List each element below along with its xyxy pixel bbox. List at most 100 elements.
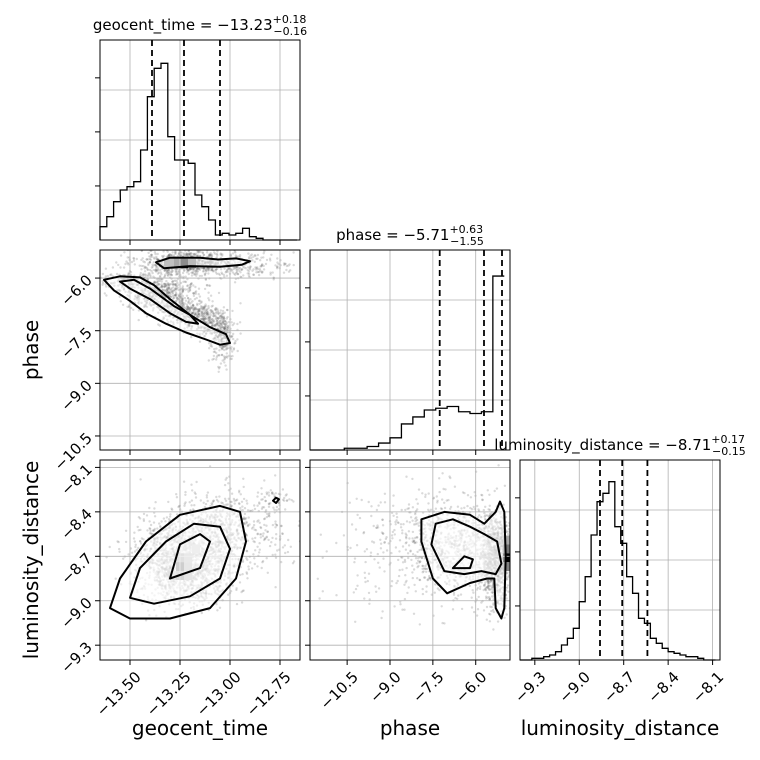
joint-geocent_time-phase-point-732 [285,264,289,268]
joint-geocent_time-phase-point-888 [275,267,279,270]
joint-geocent_time-phase-point-1855 [200,313,204,316]
joint-geocent_time-phase-point-319 [126,256,129,259]
joint-geocent_time-phase-point-336 [180,253,183,257]
joint-geocent_time-phase-point-2291 [224,344,227,347]
joint-geocent_time-phase-point-754 [246,266,250,269]
joint-geocent_time-luminosity_distance-point-882 [124,540,128,544]
joint-geocent_time-phase-point-751 [262,252,265,255]
joint-geocent_time-luminosity_distance-point-2310 [263,495,266,499]
joint-geocent_time-phase-point-2062 [216,318,219,321]
joint-geocent_time-phase-point-56 [229,255,233,258]
joint-geocent_time-phase-point-1417 [186,296,190,300]
joint-geocent_time-phase-point-1872 [189,310,192,313]
joint-geocent_time-luminosity_distance-point-2328 [285,493,288,496]
joint-geocent_time-phase-point-1941 [203,305,206,308]
joint-geocent_time-luminosity_distance-point-1931 [264,509,268,512]
joint-geocent_time-luminosity_distance-point-2013 [273,508,276,511]
joint-geocent_time-phase-point-479 [192,268,196,271]
joint-geocent_time-phase-point-954 [174,283,177,286]
joint-geocent_time-phase-point-2184 [218,354,221,357]
joint-geocent_time-phase-point-680 [145,266,148,270]
joint-geocent_time-phase-point-973 [132,286,135,289]
joint-geocent_time-phase-point-333 [167,254,170,257]
joint-geocent_time-phase-point-1110 [126,273,130,276]
joint-geocent_time-phase-point-2206 [219,362,223,365]
joint-geocent_time-phase-point-663 [163,269,166,272]
joint-geocent_time-phase-point-1452 [134,294,137,297]
joint-geocent_time-phase-point-1706 [198,295,202,298]
joint-geocent_time-phase-point-690 [174,251,177,254]
joint-geocent_time-phase-point-215 [219,253,222,256]
joint-geocent_time-phase-point-727 [322,263,324,265]
joint-geocent_time-phase-point-891 [274,264,277,267]
joint-geocent_time-phase-point-1936 [171,316,175,319]
joint-geocent_time-phase-point-2127 [212,319,215,322]
joint-geocent_time-luminosity_distance-point-1966 [237,502,241,505]
joint-geocent_time-phase-point-1701 [215,311,218,314]
joint-geocent_time-phase-point-759 [251,269,254,272]
joint-geocent_time-luminosity_distance-point-1133 [140,537,144,540]
joint-geocent_time-phase-point-581 [185,271,189,274]
joint-geocent_time-luminosity_distance-point-2298 [246,502,249,505]
joint-geocent_time-phase-point-1294 [137,286,140,289]
joint-geocent_time-phase-point-2198 [220,346,223,349]
joint-geocent_time-phase-point-2150 [216,335,219,339]
joint-geocent_time-phase-point-230 [151,265,154,268]
joint-geocent_time-phase-point-396 [155,258,159,262]
joint-geocent_time-phase-point-2232 [215,331,218,335]
joint-geocent_time-phase-point-852 [259,269,262,272]
joint-geocent_time-phase-point-53 [149,268,152,272]
joint-geocent_time-phase-point-769 [243,266,246,269]
joint-geocent_time-phase-point-881 [215,272,219,275]
joint-geocent_time-phase-point-2023 [221,321,224,324]
joint-geocent_time-phase-point-651 [187,252,190,256]
joint-geocent_time-phase-point-1828 [221,312,224,315]
joint-geocent_time-phase-point-710 [289,269,292,272]
joint-geocent_time-phase-point-2122 [211,331,214,334]
joint-geocent_time-phase-point-1890 [190,307,193,310]
joint-geocent_time-phase-point-2209 [224,327,227,331]
joint-geocent_time-phase-point-968 [153,281,157,284]
joint-geocent_time-phase-point-1308 [174,283,177,286]
joint-geocent_time-phase-point-893 [225,269,229,272]
joint-geocent_time-phase-point-235 [130,260,134,264]
joint-geocent_time-phase-point-1287 [180,301,184,304]
joint-geocent_time-luminosity_distance-point-1634 [189,508,192,512]
joint-geocent_time-phase-point-1989 [221,316,224,320]
joint-geocent_time-phase-point-660 [221,253,224,256]
joint-geocent_time-phase-point-1582 [121,303,125,306]
joint-geocent_time-phase-point-1398 [180,299,184,302]
joint-geocent_time-phase-point-2204 [207,359,210,362]
joint-geocent_time-luminosity_distance-point-2299 [233,499,236,502]
joint-geocent_time-phase-point-1871 [197,313,201,316]
joint-geocent_time-phase-point-1882 [202,306,206,310]
joint-geocent_time-phase-point-1324 [133,297,136,301]
joint-geocent_time-phase-point-1147 [157,283,160,286]
joint-geocent_time-luminosity_distance-point-2238 [242,516,246,519]
joint-geocent_time-phase-point-1974 [219,322,222,325]
joint-geocent_time-phase-point-756 [204,268,207,271]
joint-geocent_time-phase-point-123 [177,252,180,256]
joint-geocent_time-phase-point-1197 [167,286,170,289]
joint-geocent_time-phase-point-369 [191,271,194,274]
joint-geocent_time-phase-point-1683 [176,313,179,316]
joint-geocent_time-phase-point-2214 [212,357,215,361]
joint-geocent_time-phase-point-140 [262,256,265,259]
joint-geocent_time-phase-point-685 [145,258,148,261]
joint-geocent_time-phase-point-1662 [192,308,195,312]
joint-geocent_time-phase-point-376 [150,270,153,273]
joint-geocent_time-luminosity_distance-point-92 [241,559,244,562]
joint-geocent_time-phase-point-2253 [220,339,223,342]
joint-geocent_time-phase-point-2090 [188,324,191,328]
joint-geocent_time-luminosity_distance-point-529 [158,522,161,525]
joint-geocent_time-phase-point-741 [220,271,223,274]
joint-geocent_time-phase-point-859 [249,265,252,269]
joint-geocent_time-phase-point-936 [233,272,236,275]
joint-geocent_time-phase-point-752 [260,256,263,259]
joint-geocent_time-luminosity_distance-point-1980 [252,553,255,556]
joint-geocent_time-phase-point-1794 [188,308,191,311]
joint-geocent_time-luminosity_distance-point-105 [231,584,234,587]
joint-geocent_time-phase-point-1142 [156,281,159,284]
joint-geocent_time-phase-point-2012 [198,332,201,335]
joint-geocent_time-phase-point-1160 [158,283,161,286]
